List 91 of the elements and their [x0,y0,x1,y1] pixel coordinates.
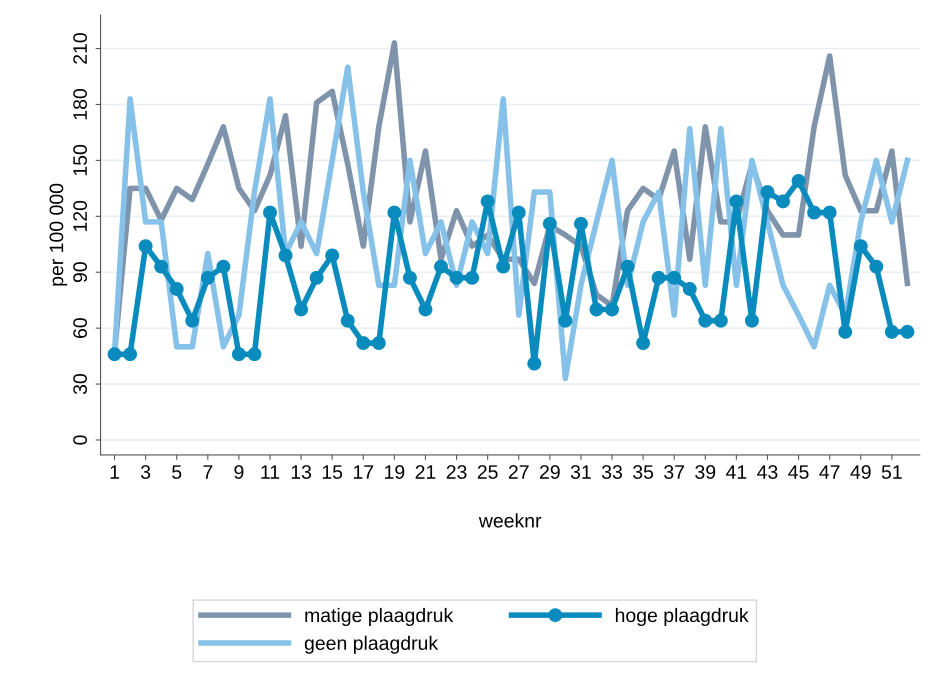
x-tick-label: 49 [850,465,871,479]
x-tick-label: 15 [322,465,342,479]
point [480,194,495,208]
point [402,270,417,285]
point [450,270,464,285]
point [760,185,774,200]
y-tick-label: 90 [73,262,87,282]
point [248,347,262,362]
point [667,270,682,285]
point [185,314,200,328]
point [682,282,697,296]
x-tick-label: 1 [110,465,119,479]
point [263,206,277,220]
y-tick-label: 210 [73,33,87,64]
x-tick-label: 7 [203,465,212,479]
point [807,206,822,220]
point [652,270,666,285]
point [605,302,619,316]
point [387,206,402,220]
x-tick-label: 21 [416,465,436,479]
point [900,324,914,339]
y-tick-label: 30 [73,374,87,394]
point [590,302,604,316]
legend-label: hoge plaagdruk [616,608,749,626]
point [154,260,168,274]
legend-label: matige plaagdruk [305,608,454,626]
x-tick-label: 45 [788,465,809,479]
point [465,270,480,285]
y-axis-title: per 100 000 [50,184,68,286]
point [854,239,868,254]
point [636,336,650,350]
point [325,248,340,262]
x-tick-label: 29 [540,465,560,479]
x-tick-label: 51 [882,465,902,479]
point [869,260,884,274]
x-tick-label: 27 [508,465,529,479]
x-tick-label: 5 [172,465,182,479]
point [108,347,122,362]
point [356,336,370,350]
point [527,356,542,371]
x-tick-label: 33 [602,465,622,479]
point [714,314,728,328]
x-tick-label: 35 [633,465,654,479]
x-tick-label: 11 [261,465,280,479]
point [123,347,138,362]
x-tick-label: 43 [757,465,778,479]
y-tick-label: 180 [73,89,87,120]
y-tick-label: 0 [73,435,87,445]
point [884,324,899,339]
point [340,314,355,328]
point [372,336,386,350]
point [278,248,292,262]
point [620,260,635,274]
x-tick-label: 25 [478,465,498,479]
point [776,194,790,208]
point [418,302,432,316]
point [170,282,184,296]
point [232,347,246,362]
x-tick-label: 9 [234,465,244,479]
point [434,260,448,274]
point [216,260,230,274]
point [496,260,510,274]
point [294,302,308,316]
point [698,314,712,328]
point [822,206,837,220]
x-tick-label: 39 [695,465,716,479]
point [138,239,153,254]
x-tick-label: 3 [140,465,150,479]
x-tick-label: 31 [570,465,591,479]
x-tick-label: 19 [385,465,404,479]
y-tick-label: 150 [73,144,87,176]
point [200,270,215,285]
x-tick-label: 13 [292,465,312,479]
x-axis-title: weeknr [478,513,542,528]
point [542,216,557,231]
x-tick-label: 47 [819,465,840,479]
x-tick-label: 41 [726,465,746,479]
x-tick-label: 23 [446,465,467,479]
point [574,216,588,231]
point [558,314,572,328]
point [744,314,759,328]
point [512,206,526,220]
x-tick-label: 37 [664,465,684,479]
legend-label: geen plaagdruk [304,636,438,654]
x-tick-label: 17 [354,465,374,479]
y-tick-label: 60 [73,318,87,338]
point [729,194,744,208]
point [310,270,324,285]
point [838,324,852,339]
y-tick-label: 120 [73,200,87,232]
point [792,174,806,188]
